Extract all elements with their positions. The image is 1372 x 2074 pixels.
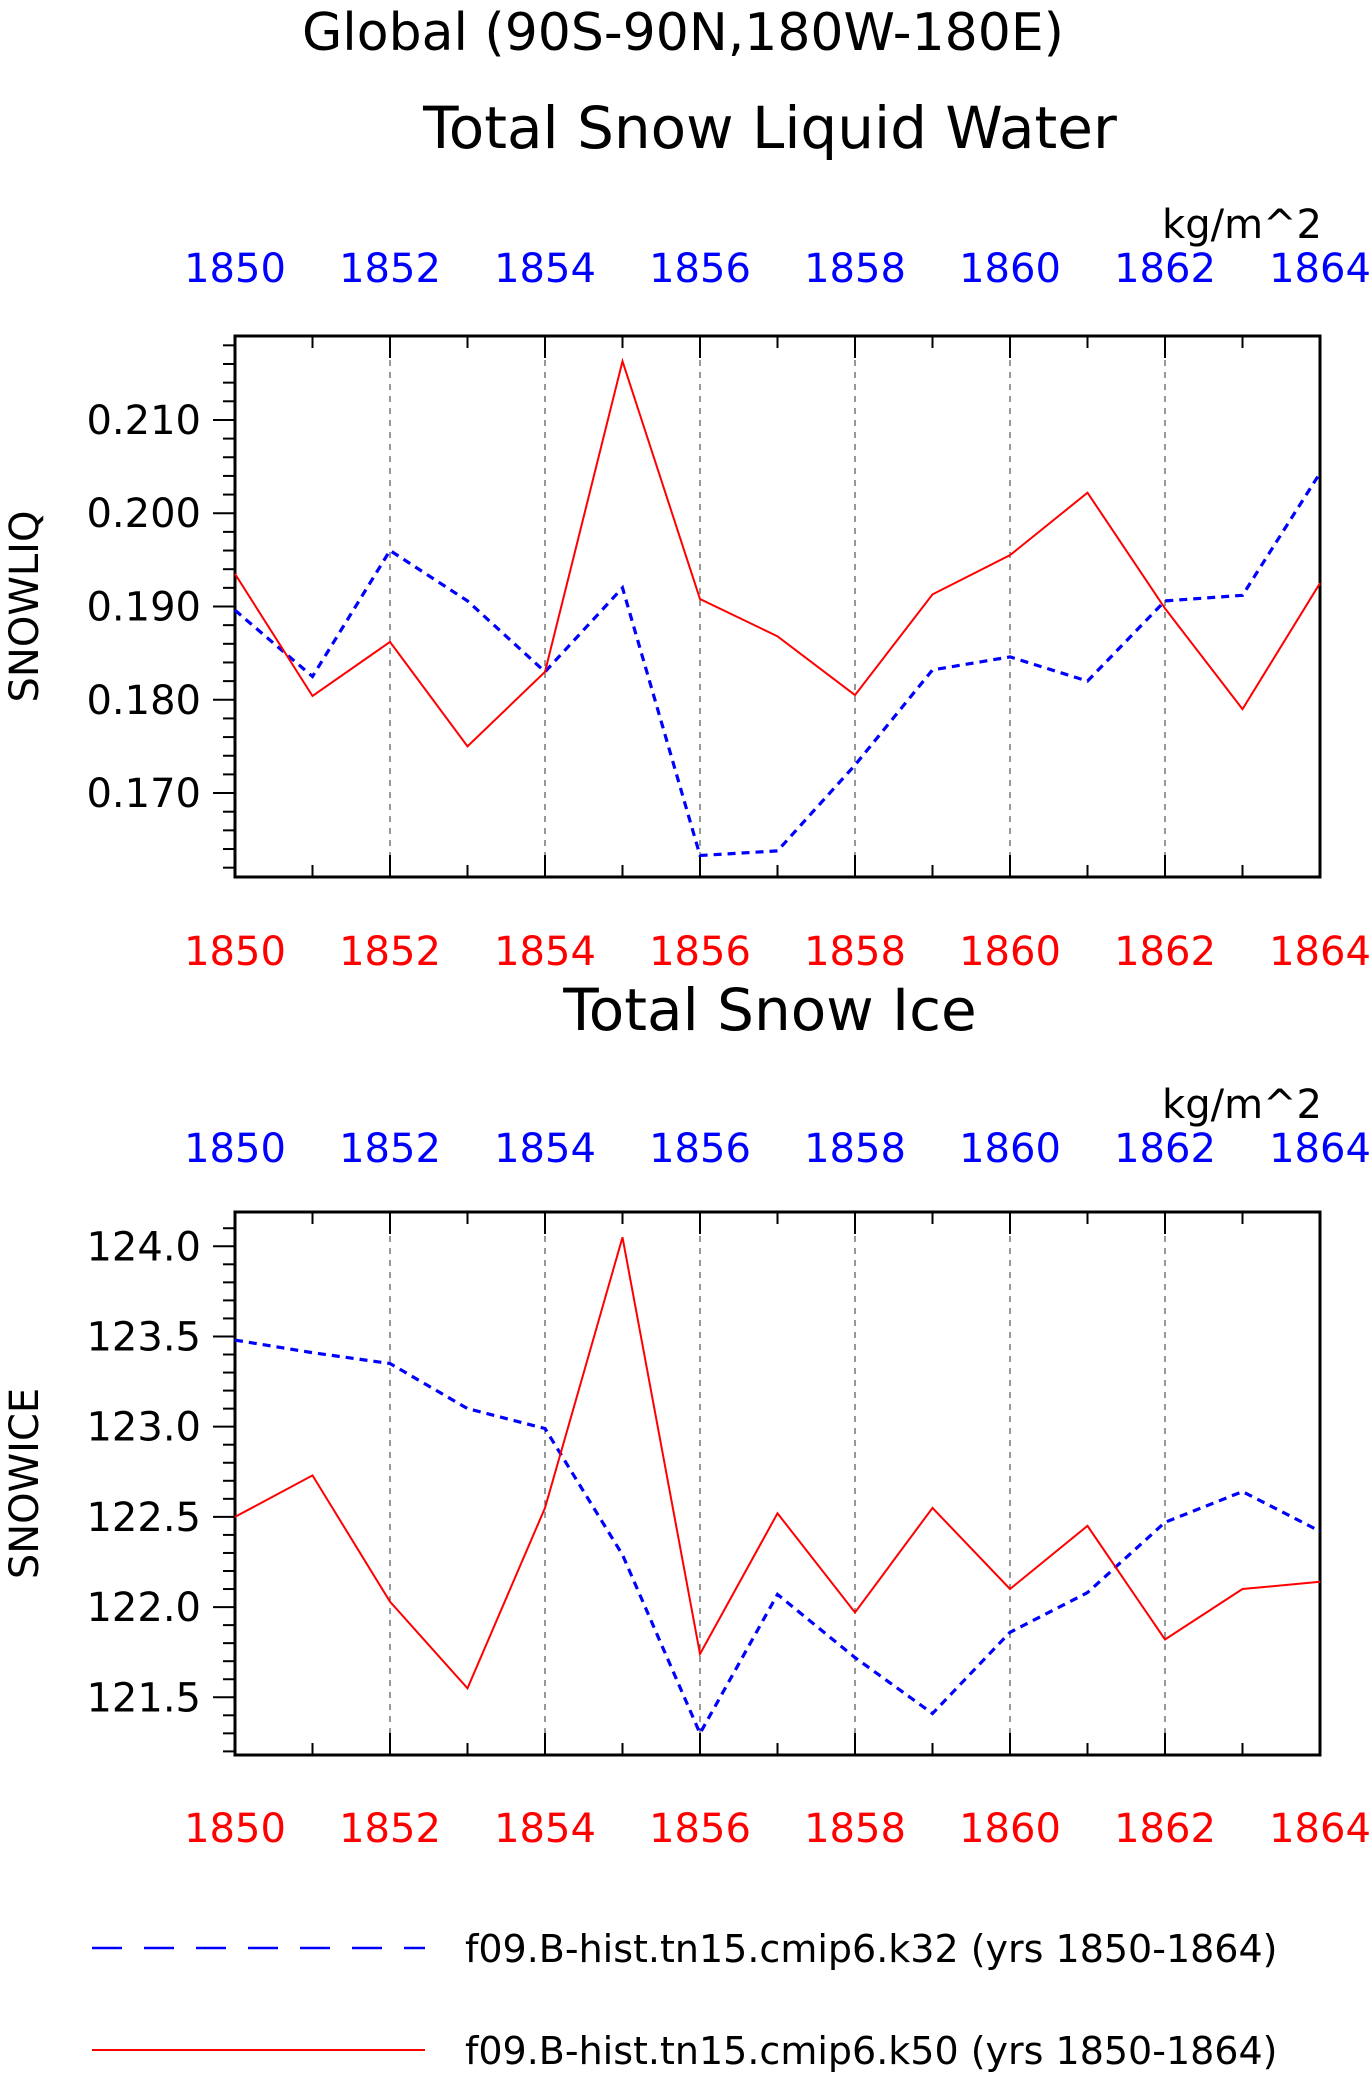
x-tick-label-top: 1854 bbox=[494, 1126, 596, 1172]
plot-frame bbox=[233, 334, 1322, 879]
x-tick-label-top: 1860 bbox=[959, 1126, 1061, 1172]
chart-title: Total Snow Ice bbox=[562, 976, 977, 1044]
page-title: Global (90S-90N,180W-180E) bbox=[302, 3, 1064, 63]
y-tick-label: 0.180 bbox=[86, 678, 201, 724]
x-tick-label-top: 1856 bbox=[649, 1126, 751, 1172]
x-tick-label-bottom: 1860 bbox=[959, 929, 1061, 975]
x-tick-label-bottom: 1864 bbox=[1269, 929, 1371, 975]
x-tick-label-bottom: 1858 bbox=[804, 929, 906, 975]
legend: f09.B-hist.tn15.cmip6.k32 (yrs 1850-1864… bbox=[92, 1927, 1277, 2073]
y-axis-label: SNOWLIQ bbox=[2, 511, 48, 703]
x-tick-label-top: 1864 bbox=[1269, 246, 1371, 292]
x-tick-label-top: 1858 bbox=[804, 246, 906, 292]
chart-panels: Total Snow Liquid Water kg/m^2 SNOWLIQ 1850… bbox=[2, 94, 1371, 1852]
x-tick-label-bottom: 1858 bbox=[804, 1806, 906, 1852]
x-tick-label-top: 1852 bbox=[339, 1126, 441, 1172]
x-tick-label-bottom: 1860 bbox=[959, 1806, 1061, 1852]
x-tick-label-bottom: 1862 bbox=[1114, 929, 1216, 975]
x-tick-label-bottom: 1854 bbox=[494, 929, 596, 975]
x-tick-label-top: 1864 bbox=[1269, 1126, 1371, 1172]
y-tick-label: 124.0 bbox=[86, 1224, 201, 1270]
x-tick-label-bottom: 1856 bbox=[649, 1806, 751, 1852]
y-tick-label: 0.190 bbox=[86, 585, 201, 631]
y-tick-label: 0.170 bbox=[86, 771, 201, 817]
y-tick-label: 0.210 bbox=[86, 398, 201, 444]
series-k50-line bbox=[234, 357, 1321, 748]
series-k32-line bbox=[233, 472, 1322, 858]
chart-panel-1: Total Snow Liquid Water kg/m^2 SNOWLIQ 1850… bbox=[2, 94, 1371, 975]
y-tick-label: 0.200 bbox=[86, 491, 201, 537]
y-tick-label: 122.5 bbox=[86, 1495, 201, 1541]
chart-title: Total Snow Liquid Water bbox=[422, 94, 1117, 162]
series-k50-line bbox=[234, 1237, 1321, 1691]
units-label: kg/m^2 bbox=[1162, 202, 1322, 248]
x-tick-label-top: 1862 bbox=[1114, 1126, 1216, 1172]
x-tick-label-top: 1862 bbox=[1114, 246, 1216, 292]
x-tick-label-bottom: 1862 bbox=[1114, 1806, 1216, 1852]
chart-panel-2: Total Snow Ice kg/m^2 SNOWICE 1850 1850 1852 1… bbox=[2, 976, 1371, 1852]
series-k32-line bbox=[234, 1338, 1321, 1738]
x-tick-label-bottom: 1852 bbox=[339, 929, 441, 975]
legend-label-2: f09.B-hist.tn15.cmip6.k50 (yrs 1850-1864… bbox=[465, 2029, 1277, 2073]
x-tick-label-top: 1860 bbox=[959, 246, 1061, 292]
x-tick-label-top: 1850 bbox=[184, 246, 286, 292]
y-tick-label: 122.0 bbox=[86, 1585, 201, 1631]
x-tick-label-bottom: 1864 bbox=[1269, 1806, 1371, 1852]
y-tick-label: 123.5 bbox=[86, 1314, 201, 1360]
plot-frame bbox=[233, 1210, 1322, 1757]
x-tick-label-bottom: 1854 bbox=[494, 1806, 596, 1852]
x-tick-label-bottom: 1852 bbox=[339, 1806, 441, 1852]
y-tick-label: 123.0 bbox=[86, 1405, 201, 1451]
y-axis-label: SNOWICE bbox=[2, 1388, 48, 1579]
x-tick-label-top: 1850 bbox=[184, 1126, 286, 1172]
x-tick-label-top: 1858 bbox=[804, 1126, 906, 1172]
units-label: kg/m^2 bbox=[1162, 1082, 1322, 1128]
legend-label-1: f09.B-hist.tn15.cmip6.k32 (yrs 1850-1864… bbox=[465, 1927, 1277, 1971]
x-tick-label-bottom: 1856 bbox=[649, 929, 751, 975]
x-tick-label-top: 1854 bbox=[494, 246, 596, 292]
x-tick-label-bottom: 1850 bbox=[184, 929, 286, 975]
x-tick-label-top: 1852 bbox=[339, 246, 441, 292]
x-tick-label-top: 1856 bbox=[649, 246, 751, 292]
x-tick-label-bottom: 1850 bbox=[184, 1806, 286, 1852]
y-tick-label: 121.5 bbox=[86, 1675, 201, 1721]
